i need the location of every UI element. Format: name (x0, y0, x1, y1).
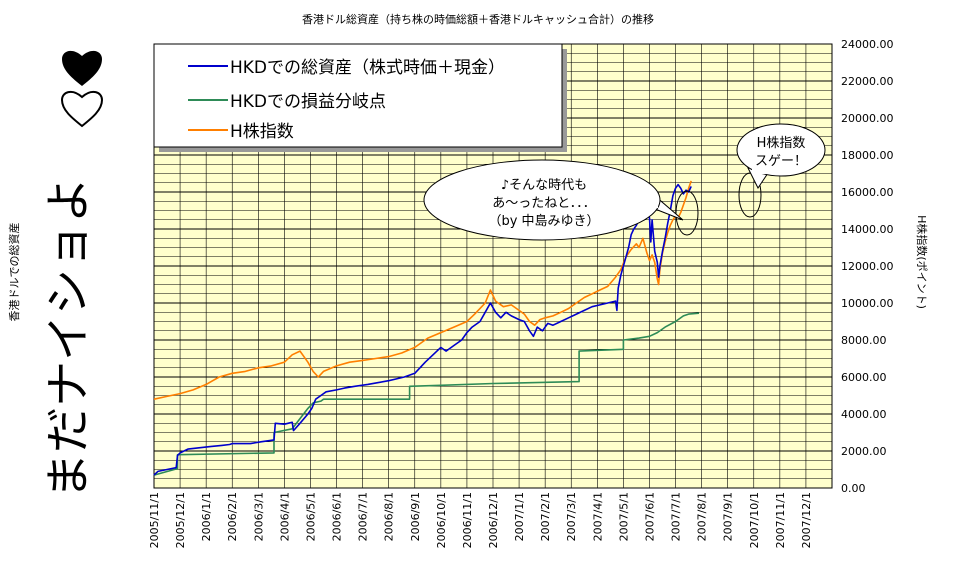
callout-bubble-1: ♪そんな時代も あ〜ったねと．．． （by 中島みゆき） (423, 159, 699, 241)
y-tick-label: 10000.00 (841, 297, 894, 310)
y-tick-label: 4000.00 (841, 408, 887, 421)
x-tick-label: 2007/11/1 (774, 492, 787, 548)
x-tick-label: 2006/3/1 (252, 492, 265, 541)
y-tick-label: 2000.00 (841, 445, 887, 458)
series-layer (153, 180, 700, 476)
x-tick-label: 2007/5/1 (617, 492, 630, 541)
y-tick-label: 20000.00 (841, 112, 894, 125)
x-tick-label: 2006/10/1 (435, 492, 448, 548)
legend-entry-1: HKDでの損益分岐点 (230, 92, 386, 112)
x-tick-label: 2006/4/1 (278, 492, 291, 541)
callout-ring-1 (675, 190, 699, 236)
callout-1-line-1: ♪そんな時代も (501, 178, 587, 193)
x-tick-label: 2006/7/1 (357, 492, 370, 541)
x-tick-label: 2007/10/1 (748, 492, 761, 548)
callout-2-line-2: スゲー！ (755, 154, 807, 169)
y-tick-label: 16000.00 (841, 186, 894, 199)
x-tick-label: 2007/4/1 (591, 492, 604, 541)
y-tick-label: 18000.00 (841, 149, 894, 162)
y-tick-labels: 0.00 2000.00 4000.00 6000.00 8000.00 10000.00… (841, 38, 894, 495)
legend-entry-2: H株指数 (230, 122, 294, 142)
y-tick-label: 12000.00 (841, 260, 894, 273)
y-tick-label: 8000.00 (841, 334, 887, 347)
heart-filled-icon (62, 50, 102, 86)
callout-ellipse-1 (423, 159, 661, 241)
x-tick-label: 2007/6/1 (643, 492, 656, 541)
x-tick-label: 2006/1/1 (200, 492, 213, 541)
y-axis-label-right: H株指数(ポイント) (915, 215, 929, 309)
callout-2-line-1: H株指数 (757, 136, 806, 151)
x-tick-labels: 2005/11/1 2005/12/1 2006/1/1 2006/2/1 2006/3… (148, 492, 813, 548)
x-tick-label: 2007/8/1 (696, 492, 709, 541)
callout-1-line-2: あ〜ったねと．．． (492, 196, 596, 211)
legend-entry-0: HKDでの総資産（株式時価＋現金） (230, 58, 505, 78)
callout-1-line-3: （by 中島みゆき） (488, 214, 599, 229)
y-tick-label: 14000.00 (841, 223, 894, 236)
x-tick-label: 2006/9/1 (409, 492, 422, 541)
y-tick-label: 0.00 (841, 482, 866, 495)
x-tick-label: 2006/11/1 (461, 492, 474, 548)
x-tick-label: 2005/11/1 (148, 492, 161, 548)
x-tick-label: 2007/12/1 (800, 492, 813, 548)
y-tick-label: 24000.00 (841, 38, 894, 51)
x-tick-label: 2006/5/1 (304, 492, 317, 541)
x-tick-label: 2007/7/1 (670, 492, 683, 541)
series-line-0 (153, 183, 692, 476)
callout-ellipse-2 (736, 123, 826, 177)
callout-bubble-2: H株指数 スゲー！ (736, 123, 826, 218)
y-tick-label: 22000.00 (841, 75, 894, 88)
x-tick-label: 2007/9/1 (722, 492, 735, 541)
x-tick-label: 2006/6/1 (331, 492, 344, 541)
x-tick-label: 2007/2/1 (539, 492, 552, 541)
x-tick-label: 2007/3/1 (565, 492, 578, 541)
x-tick-label: 2006/12/1 (487, 492, 500, 548)
chart-title: 香港ドル総資産（持ち株の時価総額＋香港ドルキャッシュ合計）の推移 (302, 12, 654, 26)
x-tick-label: 2005/12/1 (174, 492, 187, 548)
legend: HKDでの総資産（株式時価＋現金） HKDでの損益分岐点 H株指数 (153, 43, 567, 152)
x-tick-label: 2006/8/1 (383, 492, 396, 541)
heart-outline-icon (60, 90, 104, 128)
x-tick-label: 2007/1/1 (513, 492, 526, 541)
y-axis-label-left: 香港ドルでの総資産 (7, 223, 21, 322)
x-tick-label: 2006/2/1 (226, 492, 239, 541)
series-line-1 (153, 312, 700, 476)
x-grid (179, 44, 807, 488)
y-tick-label: 6000.00 (841, 371, 887, 384)
big-side-text: まだナイショよ (41, 177, 95, 499)
